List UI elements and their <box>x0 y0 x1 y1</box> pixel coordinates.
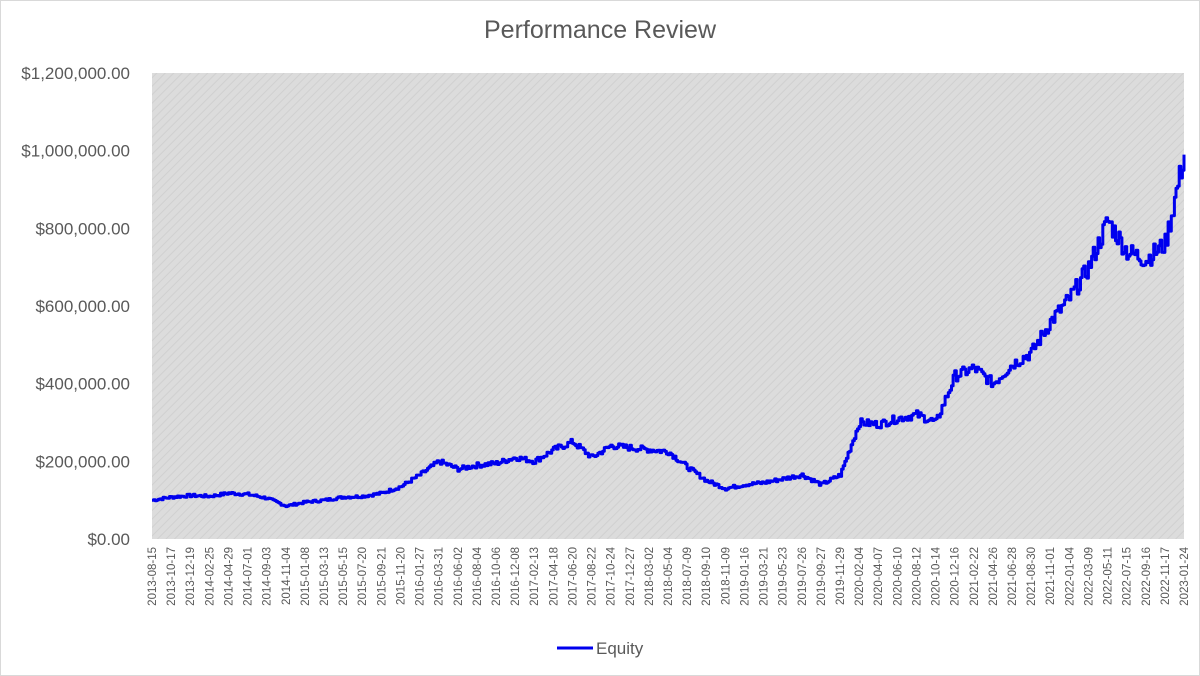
x-tick-label: 2018-03-02 <box>644 547 656 606</box>
x-tick-label: 2017-10-24 <box>606 546 618 605</box>
x-tick-label: 2014-04-29 <box>223 547 235 606</box>
x-tick-label: 2021-04-26 <box>988 547 1000 606</box>
y-tick-label: $600,000.00 <box>35 297 130 316</box>
x-tick-label: 2015-01-08 <box>300 547 312 606</box>
x-tick-label: 2023-01-24 <box>1179 546 1191 605</box>
x-tick-label: 2017-08-22 <box>587 547 599 606</box>
x-tick-label: 2021-08-30 <box>1026 547 1038 606</box>
x-tick-label: 2017-02-13 <box>529 547 541 606</box>
x-tick-label: 2022-11-17 <box>1160 547 1172 605</box>
y-tick-label: $200,000.00 <box>35 452 130 471</box>
x-tick-label: 2020-02-04 <box>854 546 866 605</box>
x-tick-label: 2016-03-31 <box>434 547 446 606</box>
x-tick-label: 2019-11-29 <box>835 547 847 605</box>
x-tick-label: 2016-12-08 <box>510 547 522 606</box>
x-tick-label: 2015-07-20 <box>357 547 369 606</box>
x-tick-label: 2021-06-28 <box>1007 547 1019 606</box>
x-tick-label: 2017-12-27 <box>625 547 637 606</box>
y-tick-label: $1,200,000.00 <box>21 64 130 83</box>
x-tick-label: 2018-05-04 <box>663 546 675 605</box>
x-axis: 2013-08-15 2013-10-17 2013-12-19 2014-02-25… <box>147 546 1191 605</box>
x-tick-label: 2017-06-20 <box>567 547 579 606</box>
chart-title: Performance Review <box>483 16 717 44</box>
x-tick-label: 2017-04-18 <box>548 547 560 606</box>
x-tick-label: 2022-09-16 <box>1141 547 1153 606</box>
x-tick-label: 2018-07-09 <box>682 547 694 606</box>
x-tick-label: 2014-02-25 <box>204 547 216 606</box>
series-line-equity <box>152 154 1186 509</box>
x-tick-label: 2015-03-13 <box>319 547 331 606</box>
plot-area <box>152 73 1184 539</box>
x-tick-label: 2013-10-17 <box>166 547 178 606</box>
y-tick-label: $1,000,000.00 <box>21 142 130 161</box>
y-tick-label: $800,000.00 <box>35 219 130 238</box>
x-tick-label: 2022-01-04 <box>1064 546 1076 605</box>
x-tick-label: 2013-12-19 <box>185 547 197 606</box>
x-tick-label: 2019-07-26 <box>797 547 809 606</box>
x-tick-label: 2020-10-14 <box>931 546 943 605</box>
x-tick-label: 2019-01-16 <box>739 547 751 606</box>
legend-label-equity: Equity <box>596 639 644 658</box>
x-tick-label: 2018-09-10 <box>701 547 713 606</box>
x-tick-label: 2015-05-15 <box>338 547 350 606</box>
x-tick-label: 2014-11-04 <box>281 546 293 605</box>
x-tick-label: 2013-08-15 <box>147 547 159 606</box>
x-tick-label: 2020-08-12 <box>911 547 923 606</box>
x-tick-label: 2019-05-23 <box>778 547 790 606</box>
x-tick-label: 2014-09-03 <box>262 547 274 606</box>
x-tick-label: 2022-05-11 <box>1103 547 1115 605</box>
x-tick-label: 2021-11-01 <box>1045 547 1057 605</box>
x-tick-label: 2022-07-15 <box>1122 547 1134 606</box>
y-tick-label: $0.00 <box>87 530 130 549</box>
x-tick-label: 2020-04-07 <box>873 547 885 606</box>
x-tick-label: 2018-11-09 <box>720 547 732 605</box>
x-tick-label: 2020-06-10 <box>892 547 904 606</box>
x-tick-label: 2020-12-16 <box>950 547 962 606</box>
x-tick-label: 2014-07-01 <box>243 547 255 606</box>
series-layer <box>152 154 1186 509</box>
x-tick-label: 2016-06-02 <box>453 547 465 606</box>
x-tick-label: 2016-08-04 <box>472 546 484 605</box>
x-tick-label: 2015-11-20 <box>395 547 407 605</box>
y-axis: $0.00 $200,000.00 $400,000.00 $600,000.00 $8… <box>21 64 130 549</box>
x-tick-label: 2022-03-09 <box>1083 547 1095 606</box>
x-tick-label: 2016-01-27 <box>415 547 427 606</box>
y-tick-label: $400,000.00 <box>35 375 130 394</box>
x-tick-label: 2021-02-22 <box>969 547 981 606</box>
x-tick-label: 2019-03-21 <box>759 547 771 606</box>
x-tick-label: 2019-09-27 <box>816 547 828 606</box>
x-tick-label: 2016-10-06 <box>491 547 503 606</box>
legend: Equity <box>557 639 644 658</box>
x-tick-label: 2015-09-21 <box>376 547 388 606</box>
